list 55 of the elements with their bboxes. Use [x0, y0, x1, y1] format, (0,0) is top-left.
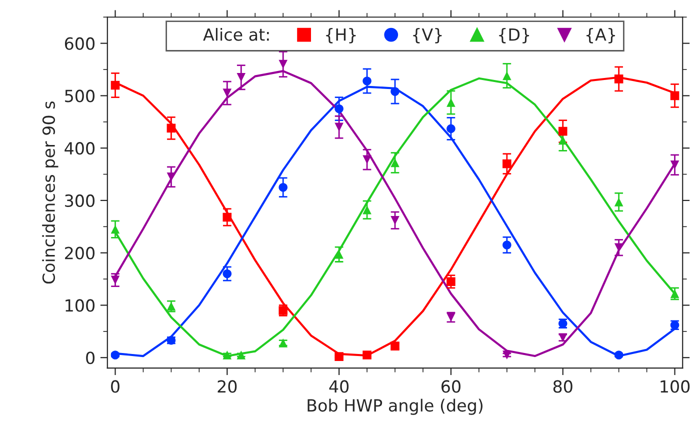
point — [236, 350, 246, 360]
y-tick-label: 300 — [65, 194, 94, 208]
point — [446, 277, 456, 286]
y-tick-label: 0 — [86, 352, 95, 364]
point — [222, 212, 232, 222]
legend-title: Alice at: — [203, 28, 269, 41]
point — [166, 124, 176, 133]
y-tick-label: 600 — [64, 37, 94, 50]
point — [670, 160, 680, 170]
x-tick-label: 40 — [329, 380, 349, 393]
point — [558, 136, 568, 145]
point — [502, 159, 512, 168]
y-axis-title: Coincidences per 90 s — [42, 102, 58, 284]
point — [614, 350, 624, 360]
point — [390, 216, 400, 225]
legend-label: {D} — [499, 28, 530, 44]
point — [362, 76, 372, 86]
point — [362, 350, 372, 360]
point — [502, 71, 512, 80]
point — [222, 269, 232, 278]
point — [278, 60, 288, 69]
x-axis-title: Bob HWP angle (deg) — [308, 398, 482, 415]
point — [390, 87, 400, 96]
x-tick-label: 100 — [660, 380, 690, 393]
point — [614, 74, 624, 84]
y-tick-label: 500 — [65, 90, 94, 102]
point — [334, 250, 344, 259]
point — [222, 88, 232, 98]
point — [334, 352, 344, 361]
point — [334, 104, 344, 114]
x-tick-label: 0 — [111, 380, 120, 393]
x-tick-label: 80 — [553, 380, 572, 393]
point — [362, 155, 372, 164]
y-tick-label: 100 — [66, 299, 94, 312]
point — [558, 126, 568, 136]
point — [278, 182, 288, 192]
point — [446, 98, 456, 107]
legend-label: {V} — [413, 28, 442, 44]
point — [110, 224, 120, 234]
point — [502, 240, 512, 250]
y-tick-label: 400 — [64, 142, 94, 155]
point — [670, 91, 680, 100]
x-tick-label: 60 — [442, 380, 460, 393]
point — [110, 80, 120, 90]
point — [236, 72, 246, 82]
point — [614, 198, 624, 206]
y-tick-label: 200 — [65, 246, 94, 260]
legend-label: {H} — [326, 28, 356, 44]
point — [110, 350, 120, 360]
point — [502, 350, 512, 360]
point — [390, 342, 400, 350]
legend-label: {A} — [586, 28, 615, 44]
point — [446, 124, 456, 134]
x-tick-label: 20 — [218, 380, 237, 393]
point — [222, 350, 232, 360]
